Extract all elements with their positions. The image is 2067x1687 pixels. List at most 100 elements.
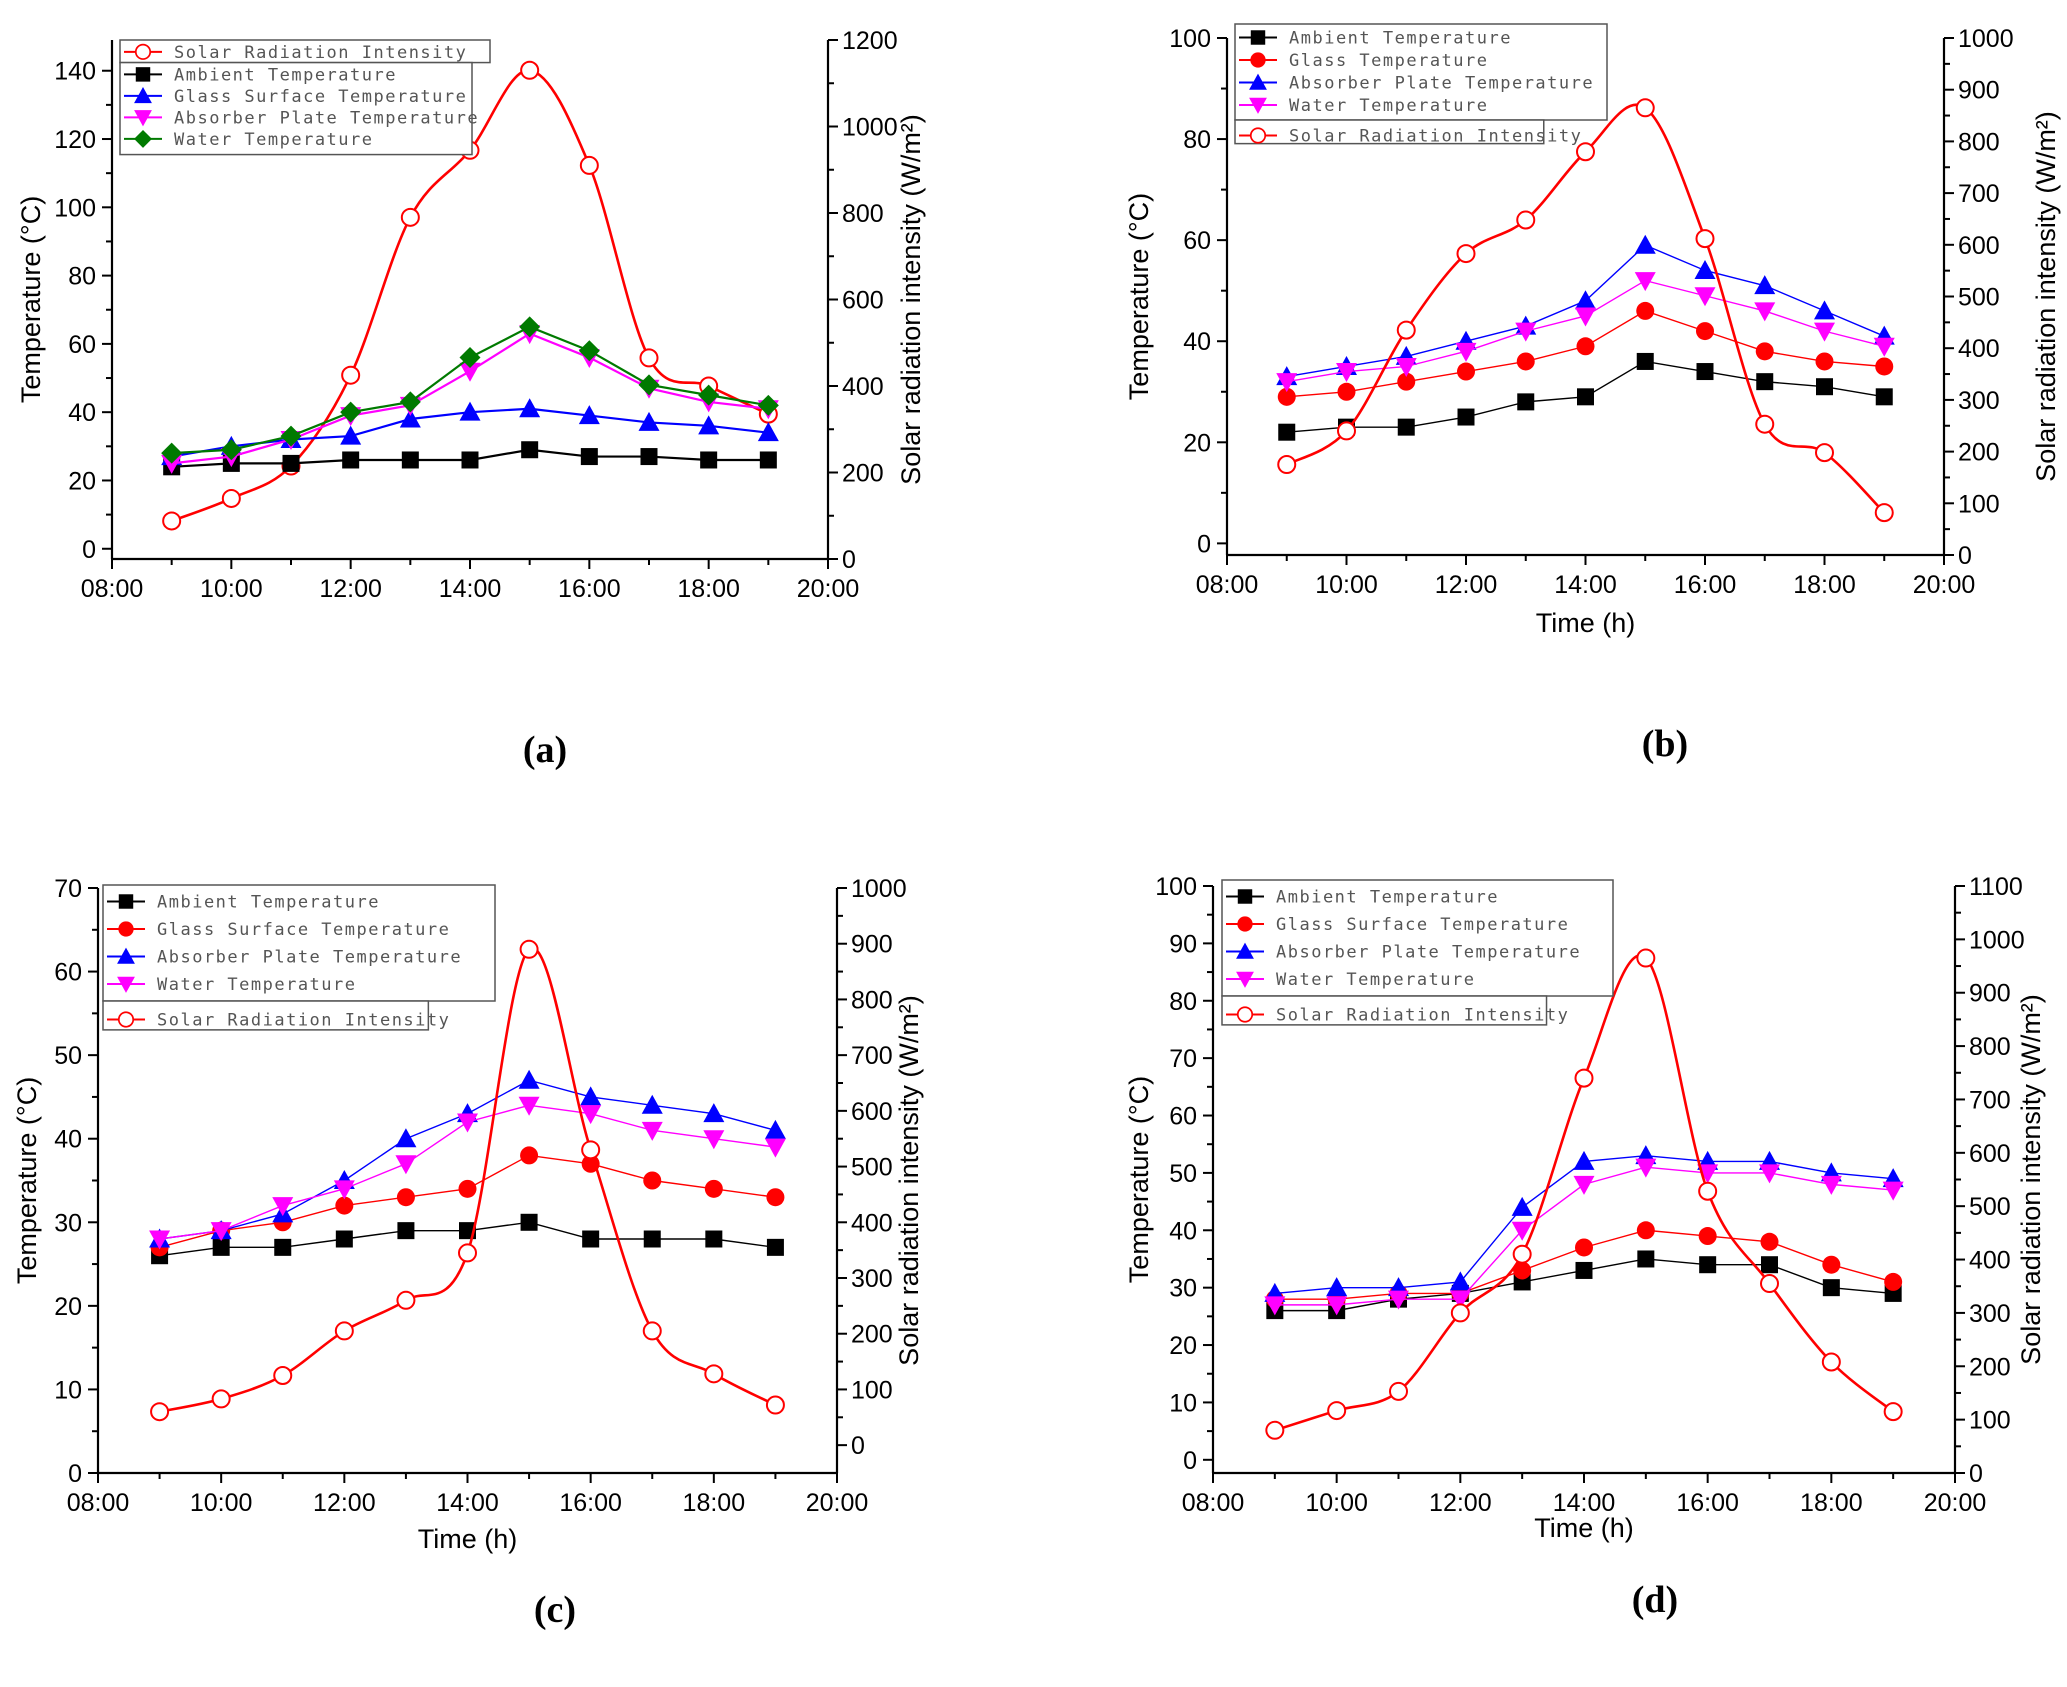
- data-point: [1326, 1277, 1348, 1297]
- y2-tick-label: 200: [842, 460, 884, 488]
- legend-marker-wrap: [134, 110, 152, 127]
- data-point: [757, 422, 779, 442]
- data-point: [1696, 363, 1714, 381]
- legend-label: Solar Radiation Intensity: [1289, 127, 1582, 147]
- legend-item-water-temperature: Water Temperature: [1239, 96, 1489, 116]
- legend-marker-wrap: [1236, 942, 1254, 959]
- y2-tick-label: 600: [1958, 232, 2000, 260]
- legend-label: Ambient Temperature: [174, 65, 397, 85]
- legend-item-ambient-temperature: Ambient Temperature: [1239, 29, 1510, 49]
- y2-tick-label: 100: [1958, 490, 2000, 518]
- x-tick-label: 16:00: [1674, 571, 1737, 599]
- legend-marker-icon: [117, 976, 135, 993]
- data-point: [457, 1113, 478, 1133]
- y-tick-label: 40: [54, 1126, 82, 1154]
- data-point: [579, 155, 599, 175]
- data-point: [1455, 342, 1477, 362]
- data-point: [1694, 259, 1716, 279]
- legend-item-water-temperature: Water Temperature: [1226, 970, 1476, 990]
- legend-label: Solar Radiation Intensity: [174, 43, 467, 63]
- data-point: [1635, 1158, 1657, 1178]
- y2-tick-label: 800: [1958, 128, 2000, 156]
- data-point: [1449, 1290, 1471, 1310]
- data-point: [641, 1094, 663, 1114]
- legend-box-temperature: [119, 61, 473, 156]
- legend-label: Water Temperature: [1289, 96, 1489, 116]
- data-point: [1759, 1164, 1780, 1184]
- data-point: [1511, 1196, 1533, 1216]
- data-point: [395, 1128, 417, 1148]
- legend-marker-icon: [1236, 1006, 1254, 1023]
- legend-box-solar: [1234, 119, 1545, 145]
- data-point: [1389, 1381, 1408, 1401]
- data-point: [518, 1096, 540, 1116]
- data-point: [461, 451, 479, 469]
- y2-tick-label: 300: [1969, 1300, 2011, 1328]
- data-point: [458, 1243, 477, 1263]
- y-tick-label: 0: [68, 1460, 82, 1488]
- x-tick-label: 10:00: [1315, 571, 1378, 599]
- data-point: [704, 1364, 724, 1384]
- legend-label: Water Temperature: [174, 130, 374, 150]
- legend-label: Water Temperature: [1276, 970, 1476, 990]
- data-point: [705, 1230, 723, 1248]
- x-tick-label: 14:00: [1553, 1489, 1616, 1517]
- y-tick-label: 50: [1169, 1160, 1197, 1188]
- data-point: [1697, 1164, 1719, 1184]
- panel-c: 08:00 10:00 12:00 14:00 16:00 18:00 20:00 0 10 20…: [12, 875, 924, 1554]
- data-point: [1698, 1227, 1717, 1246]
- legend-marker-wrap: [134, 86, 152, 104]
- panel-a: 08:00 10:00 12:00 14:00 16:00 18:00 20:0002040…: [16, 27, 926, 603]
- data-point: [1573, 1150, 1595, 1170]
- x-tick-label: 20:00: [1913, 571, 1976, 599]
- y-tick-label: 20: [54, 1293, 82, 1321]
- x-axis-title: Time (h): [1534, 1513, 1634, 1543]
- data-point: [1882, 1181, 1904, 1201]
- y-tick-label: 0: [82, 536, 96, 564]
- panel-d: 08:00 10:00 12:00 14:00 16:00 18:00 20:0001020…: [1124, 873, 2046, 1543]
- data-point: [1276, 373, 1298, 393]
- y-tick-label: 100: [1155, 873, 1197, 901]
- y2-axis-title: Solar radiation intensity (W/m²): [894, 995, 924, 1366]
- y-tick-label: 0: [1183, 1447, 1197, 1475]
- data-point: [641, 1121, 663, 1141]
- y2-tick-label: 0: [1958, 542, 1972, 570]
- data-point: [520, 1146, 539, 1165]
- data-point: [698, 415, 720, 435]
- legend-item-water-temperature: Water Temperature: [124, 130, 374, 150]
- y-tick-label: 80: [1169, 988, 1197, 1016]
- legend-marker-wrap: [1249, 73, 1267, 90]
- y2-tick-label: 1200: [842, 27, 898, 55]
- legend-item-solar-radiation-intensity: Solar Radiation Intensity: [107, 1011, 450, 1031]
- data-point: [759, 451, 777, 469]
- data-point: [520, 60, 540, 80]
- x-tick-label: 12:00: [1435, 571, 1498, 599]
- y2-tick-label: 500: [1958, 284, 2000, 312]
- data-point: [638, 374, 660, 396]
- y-tick-label: 60: [54, 959, 82, 987]
- data-point: [274, 1238, 292, 1256]
- data-point: [1873, 337, 1895, 357]
- legend-item-glass-surface-temperature: Glass Surface Temperature: [107, 920, 449, 940]
- y-tick-label: 0: [1197, 530, 1211, 558]
- series-line: [1286, 103, 1886, 514]
- legend-marker-wrap: [1249, 97, 1267, 114]
- y-tick-label: 30: [54, 1209, 82, 1237]
- y-axis-title: Temperature (°C): [1124, 1076, 1154, 1283]
- legend-item-ambient-temperature: Ambient Temperature: [107, 893, 378, 913]
- y-tick-label: 20: [1169, 1332, 1197, 1360]
- x-tick-label: 18:00: [683, 1489, 746, 1517]
- y2-tick-label: 700: [851, 1042, 893, 1070]
- data-point: [1265, 1420, 1285, 1440]
- x-tick-label: 12:00: [1429, 1489, 1492, 1517]
- x-tick-label: 18:00: [1800, 1489, 1863, 1517]
- data-point: [399, 408, 421, 428]
- data-point: [1699, 1256, 1717, 1274]
- x-tick-label: 14:00: [436, 1489, 499, 1517]
- y2-axis-title: Solar radiation intensity (W/m²): [2031, 111, 2061, 482]
- legend-label: Solar Radiation Intensity: [157, 1011, 450, 1031]
- series-water-temperature: [161, 316, 779, 464]
- legend-label: Absorber Plate Temperature: [157, 948, 462, 968]
- legend-marker-icon: [117, 947, 135, 964]
- legend-marker-wrap: [118, 921, 134, 937]
